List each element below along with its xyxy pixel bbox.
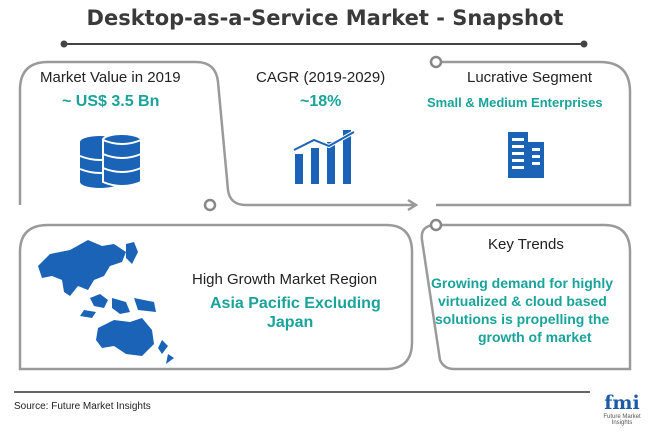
trends-label: Key Trends	[488, 236, 564, 253]
segment-label: Lucrative Segment	[467, 69, 593, 86]
region-label: High Growth Market Region	[192, 271, 378, 288]
segment-value: Small & Medium Enterprises	[427, 95, 603, 110]
market-value-label: Market Value in 2019	[40, 69, 181, 86]
fmi-logo: fmi Future Market Insights	[598, 392, 646, 426]
asia-pacific-map-icon	[38, 240, 174, 364]
region-value-line2: Japan	[267, 314, 314, 331]
region-value-line1: Asia Pacific Excluding	[210, 295, 381, 312]
trends-line1: Growing demand for highly	[431, 275, 613, 291]
trends-line4: growth of market	[478, 329, 592, 345]
logo-tagline: Future Market Insights	[603, 414, 641, 426]
cagr-label: CAGR (2019-2029)	[256, 69, 386, 86]
page-title: Desktop-as-a-Service Market - Snapshot	[86, 6, 564, 30]
building-icon	[508, 132, 544, 178]
database-icon	[79, 133, 142, 188]
trends-line3: solutions is propelling the	[435, 311, 610, 327]
source-note: Source: Future Market Insights	[14, 401, 151, 412]
trends-line2: virtualized & cloud based	[438, 293, 607, 309]
bar-chart-icon	[293, 130, 355, 184]
cagr-value: ~18%	[300, 93, 342, 110]
logo-word: fmi	[604, 392, 640, 414]
market-value-value: ~ US$ 3.5 Bn	[62, 93, 160, 110]
